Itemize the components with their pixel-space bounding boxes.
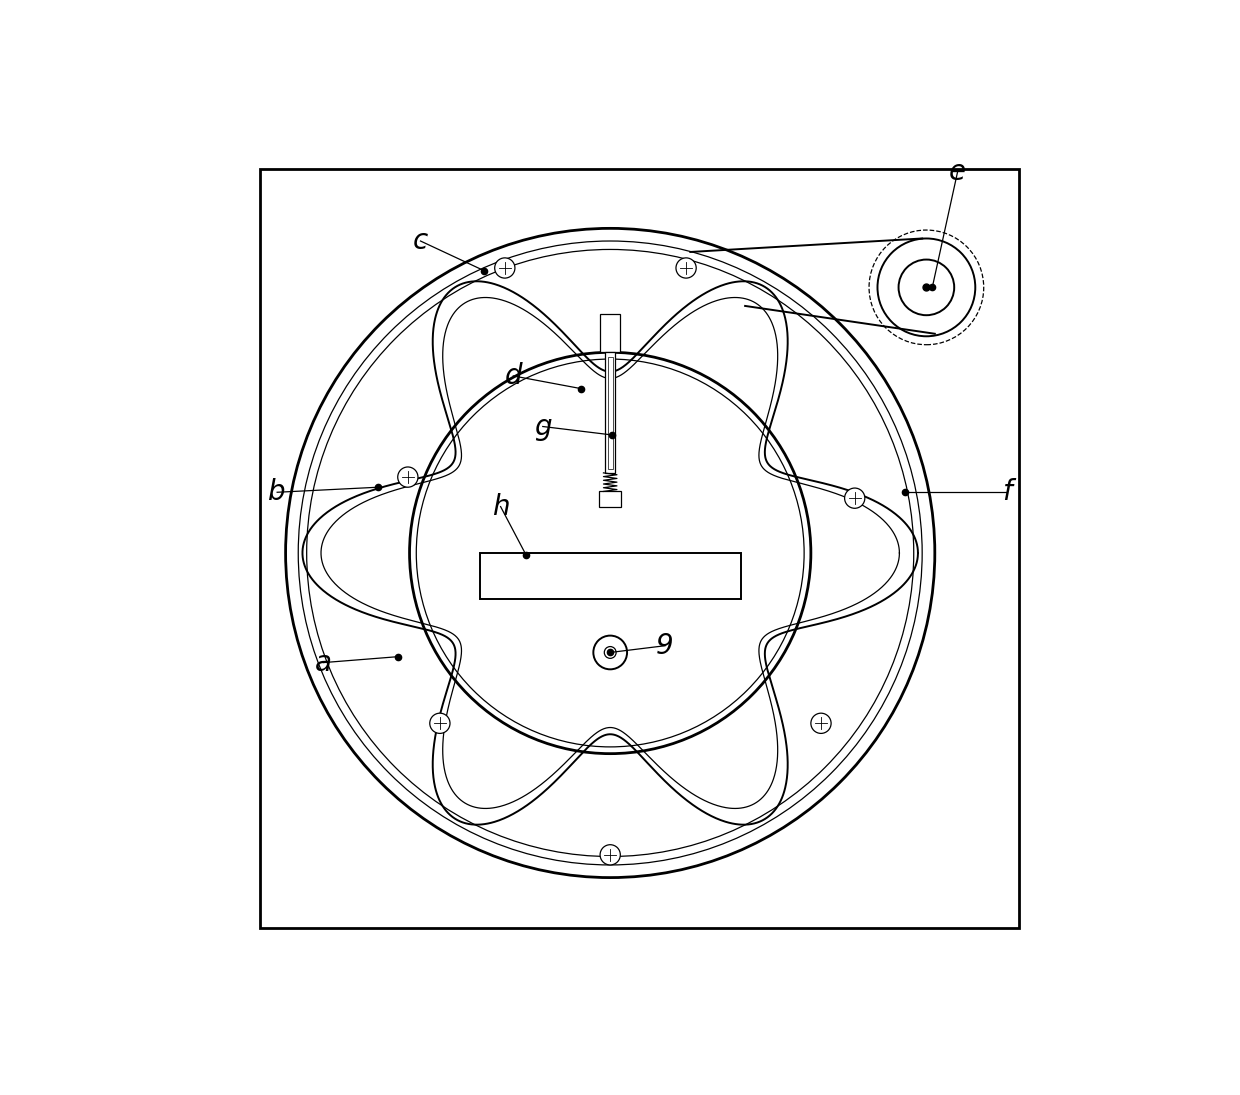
Text: g: g bbox=[534, 413, 552, 440]
Circle shape bbox=[604, 646, 616, 658]
Circle shape bbox=[600, 844, 620, 865]
Circle shape bbox=[594, 635, 627, 669]
Text: c: c bbox=[413, 227, 428, 255]
Circle shape bbox=[495, 257, 515, 278]
Text: 9: 9 bbox=[656, 632, 673, 659]
Text: h: h bbox=[492, 493, 510, 520]
Text: b: b bbox=[268, 479, 286, 506]
Text: e: e bbox=[949, 158, 966, 186]
Text: f: f bbox=[1002, 479, 1012, 506]
Circle shape bbox=[398, 466, 418, 487]
Circle shape bbox=[844, 488, 864, 508]
Text: a: a bbox=[315, 648, 332, 677]
Bar bbox=[480, 553, 740, 599]
Circle shape bbox=[430, 713, 450, 734]
Bar bbox=[599, 492, 621, 507]
Bar bbox=[600, 314, 620, 353]
Bar bbox=[605, 353, 615, 473]
Text: d: d bbox=[505, 362, 522, 390]
Circle shape bbox=[676, 257, 696, 278]
Circle shape bbox=[811, 713, 831, 734]
Bar bbox=[608, 357, 613, 469]
